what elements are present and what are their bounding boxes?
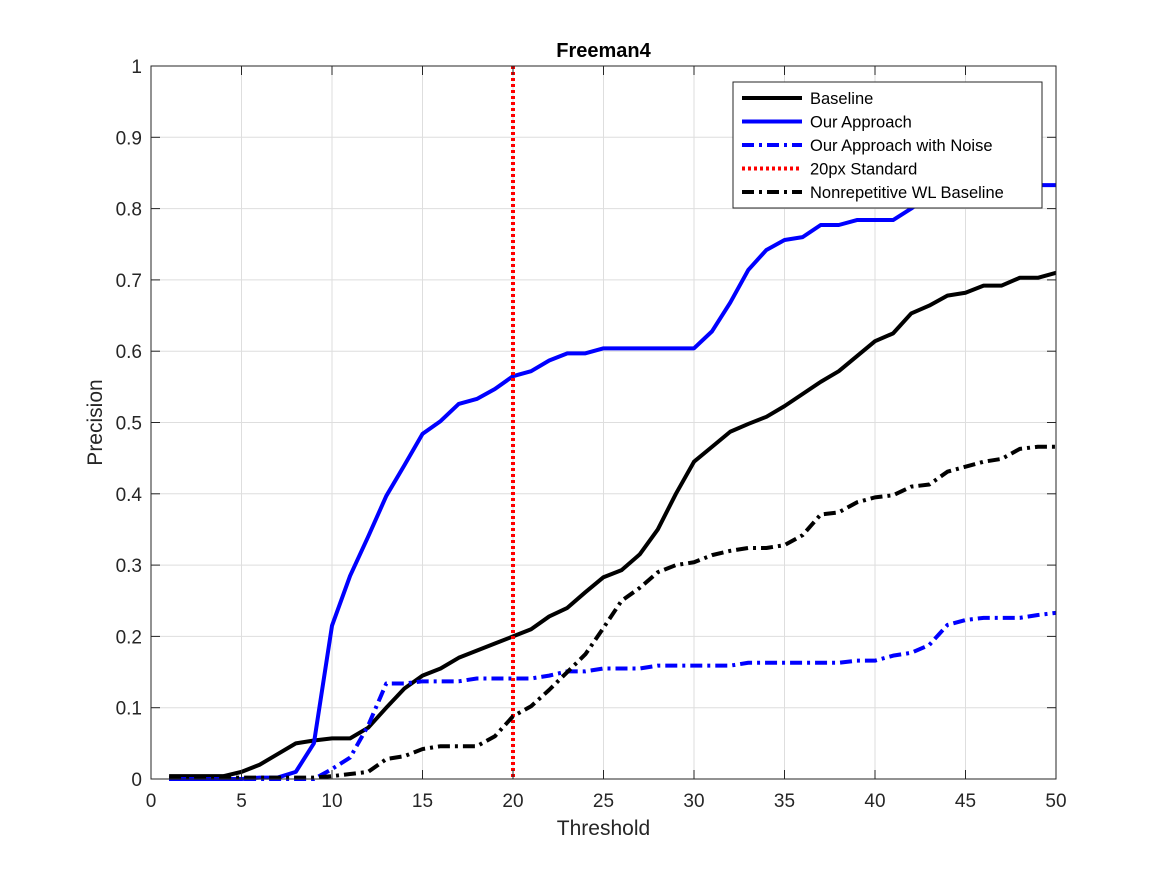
y-tick-label: 0.8	[116, 200, 142, 221]
x-tick-label: 35	[774, 791, 795, 812]
y-axis-title: Precision	[84, 379, 107, 465]
y-tick-label: 0.9	[116, 128, 142, 149]
legend: Baseline Our Approach Our Approach with No…	[732, 81, 1043, 209]
y-tick-label: 0.6	[116, 342, 142, 363]
x-tick-label: 15	[412, 791, 433, 812]
x-tick-label: 20	[502, 791, 523, 812]
series-lines	[169, 66, 1057, 781]
legend-label-our-approach: Our Approach	[810, 114, 912, 132]
legend-label-20px-standard: 20px Standard	[810, 161, 917, 179]
legend-label-baseline: Baseline	[810, 90, 873, 108]
axis-ticks: 0 5 10 15 20 25 30 35 40 45 50 0 0.1 0.2 0.3 0.4 0.5 0.6 0…	[116, 57, 1067, 812]
x-tick-label: 30	[683, 791, 704, 812]
y-tick-label: 0.2	[116, 627, 142, 648]
x-tick-label: 40	[864, 791, 885, 812]
y-tick-label: 0.5	[116, 414, 142, 435]
y-tick-label: 0.1	[116, 699, 142, 720]
y-tick-label: 0.3	[116, 556, 142, 577]
y-tick-label: 0	[131, 770, 142, 791]
x-tick-label: 5	[236, 791, 247, 812]
x-tick-label: 45	[955, 791, 976, 812]
chart-title: Freeman4	[556, 40, 651, 62]
series-line-our-approach	[169, 183, 1056, 781]
x-tick-label: 0	[146, 791, 157, 812]
x-tick-label: 50	[1045, 791, 1066, 812]
y-tick-label: 0.4	[116, 485, 143, 506]
series-line-baseline	[169, 270, 1057, 779]
x-tick-label: 10	[321, 791, 342, 812]
series-line-nonrepetitive-wl-baseline	[169, 444, 1056, 780]
legend-label-nonrepetitive-wl-baseline: Nonrepetitive WL Baseline	[810, 184, 1004, 202]
y-tick-label: 0.7	[116, 271, 142, 292]
x-tick-label: 25	[593, 791, 614, 812]
y-tick-label: 1	[131, 57, 142, 78]
legend-label-our-approach-with-noise: Our Approach with Noise	[810, 137, 993, 155]
x-axis-title: Threshold	[557, 817, 650, 840]
series-line-our-approach-with-noise	[169, 610, 1057, 781]
